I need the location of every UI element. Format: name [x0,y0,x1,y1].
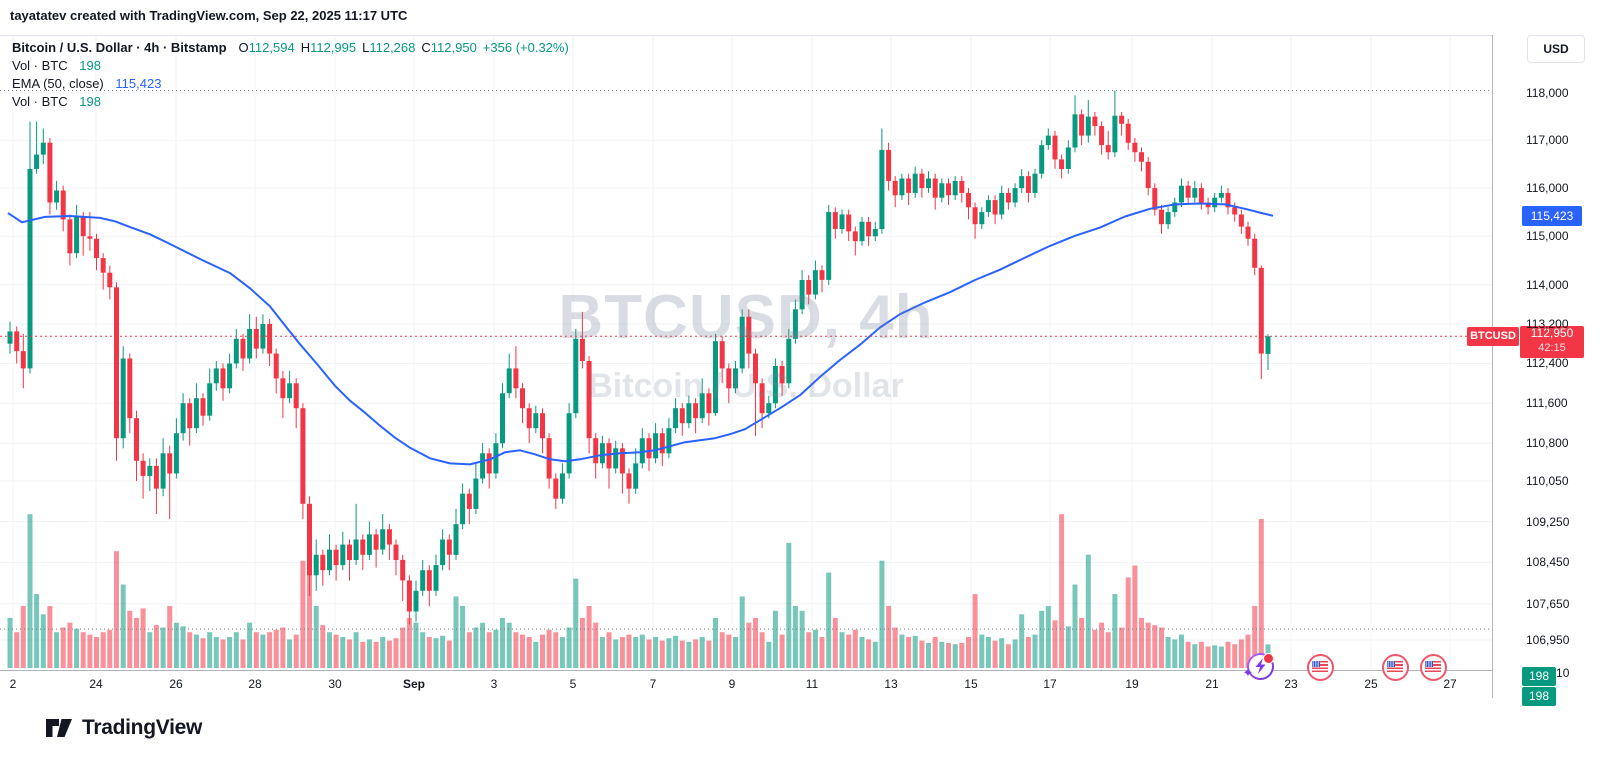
ohlc-value: 112,950 [430,40,477,55]
top-divider [0,35,1600,36]
us-flag-icon[interactable] [1306,653,1334,681]
time-tick-label: 25 [1364,677,1378,691]
candlestick-chart[interactable] [0,0,1492,670]
ema-price-badge: 115,423 [1522,205,1582,226]
price-tick-label: 114,000 [1526,277,1569,292]
tradingview-logo-text: TradingView [82,716,203,739]
price-tick-label: 109,250 [1526,514,1570,529]
ohlc-value: 112,268 [369,40,416,55]
time-tick-label: 5 [569,677,577,691]
time-tick-label: Sep [402,677,426,691]
price-tick-label: 112,400 [1526,356,1569,371]
price-tick-label: 107,650 [1526,596,1570,611]
ohlc-values: O112,594 H112,995 L112,268 C112,950 [233,40,477,55]
time-axis-border [0,670,1492,671]
legend-symbol-row[interactable]: Bitcoin / U.S. Dollar · 4h · Bitstamp O11… [12,39,569,57]
time-tick-label: 15 [964,677,978,691]
volume-value: 198 [79,94,101,109]
price-tick-label: 116,000 [1526,181,1569,196]
volume-value: 198 [79,58,101,73]
volume-badge: 198 [1522,667,1556,686]
price-tick-label: 110,800 [1526,436,1569,451]
price-tick-label: 117,000 [1526,133,1569,148]
ohlc-value: 112,594 [248,40,295,55]
time-tick-label: 27 [1443,677,1457,691]
ohlc-key: O [238,40,249,55]
us-flag-icon[interactable] [1381,653,1409,681]
tradingview-logo-icon [46,719,72,737]
time-tick-label: 11 [805,677,819,691]
chart-legend: Bitcoin / U.S. Dollar · 4h · Bitstamp O11… [12,39,569,111]
price-tick-label: 110,050 [1526,474,1569,489]
us-flag [1425,661,1441,672]
ohlc-key: C [421,40,431,55]
sparkle-glyph: ✦ [1242,664,1254,680]
flag-canton [1312,661,1320,667]
time-tick-label: 7 [649,677,657,691]
time-tick-label: 21 [1205,677,1219,691]
last-price-badge: 112,950 42:15 [1520,326,1584,359]
us-flag [1312,661,1328,672]
price-tick-label: 106,950 [1526,632,1570,647]
volume-label: Vol · BTC [12,58,68,73]
us-flag [1387,661,1403,672]
flag-canton [1387,661,1395,667]
time-tick-label: 19 [1125,677,1139,691]
price-tick-label: 118,000 [1526,86,1569,100]
last-price-symbol-badge: BTCUSD [1467,326,1519,346]
price-axis[interactable]: USD 115,423 112,950 42:15 198 198 118,00… [1493,35,1600,779]
notification-dot [1262,652,1274,664]
spark-icon[interactable]: ✦ [1243,652,1274,680]
ohlc-key: H [300,40,311,55]
symbol-title: Bitcoin / U.S. Dollar · 4h · Bitstamp [12,40,227,55]
price-scale-border [1492,35,1493,698]
ema-value: 115,423 [115,76,162,91]
price-tick-label: 108,450 [1526,555,1570,570]
ema-label: EMA (50, close) [12,76,104,91]
legend-volume-row-2[interactable]: Vol · BTC 198 [12,93,569,111]
currency-toggle-button[interactable]: USD [1527,35,1585,63]
time-tick-label: 23 [1284,677,1298,691]
ohlc-key: L [362,40,370,55]
legend-ema-row[interactable]: EMA (50, close) 115,423 [12,75,569,93]
attribution-text: tayatatev created with TradingView.com, … [10,8,408,23]
time-tick-label: 17 [1043,677,1057,691]
legend-volume-row-1[interactable]: Vol · BTC 198 [12,57,569,75]
time-tick-label: 13 [884,677,898,691]
volume-badge: 198 [1522,687,1556,706]
time-tick-label: 26 [169,677,183,691]
change-value: +356 (+0.32%) [482,40,569,55]
time-tick-label: 3 [490,677,498,691]
time-tick-label: 28 [248,677,262,691]
bar-countdown: 42:15 [1538,342,1566,355]
last-price-value: 112,950 [1530,326,1574,341]
tradingview-logo[interactable]: TradingView [45,714,202,742]
ohlc-value: 112,995 [310,40,357,55]
us-flag-icon[interactable] [1419,653,1447,681]
flag-canton [1425,661,1433,667]
time-tick-label: 2 [9,677,17,691]
time-tick-label: 9 [728,677,736,691]
price-tick-label: 111,600 [1526,396,1568,411]
price-tick-label: 113,200 [1526,317,1569,332]
time-tick-label: 24 [89,677,103,691]
time-axis[interactable]: 2 24 26 28 30 Sep 3 5 7 9 11 13 15 17 19 21 23 25 27 [0,671,1492,698]
volume-label: Vol · BTC [12,94,68,109]
time-tick-label: 30 [328,677,342,691]
price-tick-label: 115,000 [1526,229,1569,244]
